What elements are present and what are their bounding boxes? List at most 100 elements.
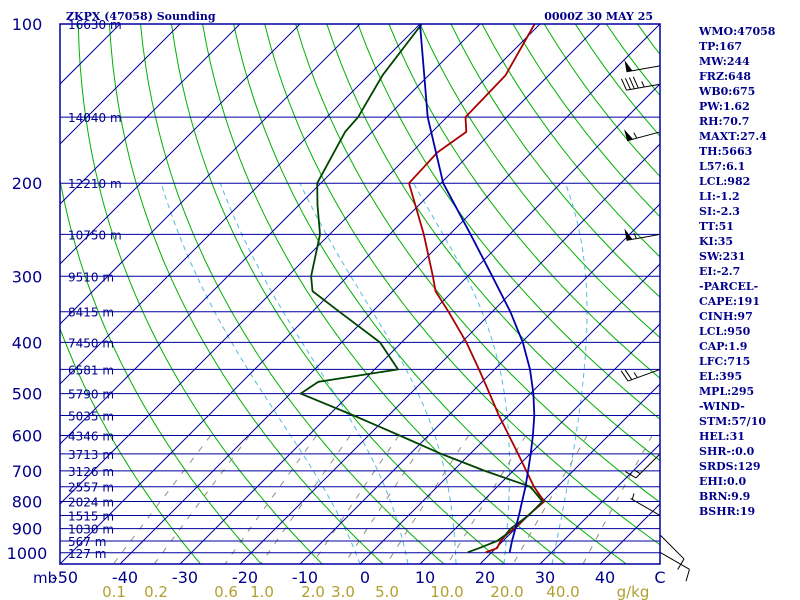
pressure-tick-label: 400 — [12, 333, 43, 352]
sounding-series — [299, 24, 546, 554]
height-label: 2024 m — [68, 496, 114, 510]
height-label: 1030 m — [68, 523, 114, 537]
temperature-tick-label: -50 — [52, 568, 78, 587]
stat-item: BRN:9.9 — [699, 490, 750, 503]
dry-adiabat — [357, 24, 660, 420]
pressure-tick-label: 200 — [12, 174, 43, 193]
height-label: 3126 m — [68, 465, 114, 479]
stat-item: PW:1.62 — [699, 100, 750, 113]
wind-barbs — [620, 59, 690, 582]
stat-item: L57:6.1 — [699, 160, 745, 173]
stat-item: LFC:715 — [699, 355, 750, 368]
height-label: 4346 m — [68, 429, 114, 443]
isotherm — [60, 24, 361, 325]
mixing-ratio-label: 0.1 — [102, 583, 126, 600]
isotherm — [479, 383, 660, 564]
wind-barb — [625, 453, 661, 479]
stat-item: MW:244 — [699, 55, 750, 68]
isotherm — [60, 24, 301, 265]
isotherm — [119, 24, 660, 564]
stat-item: FRZ:648 — [699, 70, 751, 83]
isotherm — [60, 24, 481, 445]
pressure-tick-label: 800 — [12, 493, 43, 512]
temperature-tick-label: -20 — [232, 568, 258, 587]
mixing-ratio-unit-label: g/kg — [617, 583, 650, 600]
mixing-ratio-line — [386, 435, 470, 564]
pressure-tick-label: 1000 — [7, 544, 48, 563]
dry-adiabat — [481, 24, 660, 258]
plot-border — [59, 23, 661, 565]
height-label: 14040 m — [68, 111, 122, 125]
stat-item: BSHR:19 — [699, 505, 755, 518]
mixing-ratio-label: 0.2 — [144, 583, 168, 600]
temperature-tick-label: -10 — [292, 568, 318, 587]
moist-adiabat — [551, 183, 588, 564]
isotherm — [60, 24, 181, 145]
mixing-ratio-line — [224, 435, 317, 564]
height-label: 16630 m — [68, 18, 122, 32]
height-label: 5790 m — [68, 388, 114, 402]
moist-adiabat — [299, 182, 457, 564]
mixing-ratio-label: 0.6 — [214, 583, 238, 600]
mixing-ratio-line — [343, 435, 430, 564]
stat-item: EHI:0.0 — [699, 475, 746, 488]
height-label: 6581 m — [68, 363, 114, 377]
temperature-unit-label: C — [654, 568, 665, 587]
stat-item: WB0:675 — [698, 85, 755, 98]
mixing-ratio-line — [582, 435, 653, 564]
dry-adiabat — [140, 24, 445, 564]
stat-item: TP:167 — [699, 40, 742, 53]
temperature-profile — [408, 24, 546, 554]
stat-item: STM:57/10 — [699, 415, 766, 428]
temperature-tick-label: 10 — [415, 568, 435, 587]
isotherm — [60, 24, 601, 564]
pressure-tick-label: 700 — [12, 462, 43, 481]
isotherm — [359, 263, 660, 564]
wind-barb — [620, 368, 661, 382]
dry-adiabat — [295, 24, 660, 503]
pressure-tick-label: 500 — [12, 385, 43, 404]
wind-barb — [659, 551, 690, 582]
stat-item: WMO:47058 — [698, 25, 776, 38]
mixing-ratio-line — [311, 435, 400, 564]
stat-item: KI:35 — [699, 235, 733, 248]
dry-adiabat — [419, 24, 660, 339]
stat-item: SI:-2.3 — [699, 205, 740, 218]
mixing-ratio-line — [153, 435, 250, 564]
height-label: 2557 m — [68, 481, 114, 495]
dry-adiabat — [388, 24, 660, 379]
stat-item: -WIND- — [699, 400, 745, 413]
wind-barb — [624, 228, 661, 241]
pressure-tick-label: 900 — [12, 520, 43, 539]
height-label: 5035 m — [68, 410, 114, 424]
moist-adiabat — [160, 183, 361, 564]
pressure-tick-label: 100 — [12, 15, 43, 34]
temperature-tick-label: -30 — [172, 568, 198, 587]
stat-item: RH:70.7 — [699, 115, 749, 128]
stat-item: EI:-2.7 — [699, 265, 740, 278]
isotherm — [60, 24, 241, 205]
stat-item: SW:231 — [699, 250, 746, 263]
pressure-axis-label: mb — [33, 569, 57, 587]
stat-item: CAPE:191 — [699, 295, 760, 308]
moist-adiabat — [413, 182, 511, 564]
stat-item: LI:-1.2 — [699, 190, 740, 203]
dry-adiabat — [450, 24, 660, 298]
stat-item: LCL:982 — [699, 175, 750, 188]
isotherm — [179, 83, 660, 564]
mixing-ratio-label: 40.0 — [546, 583, 579, 600]
pressure-tick-label: 600 — [12, 426, 43, 445]
temperature-tick-label: 40 — [595, 568, 615, 587]
mixing-ratio-label: 3.0 — [331, 583, 355, 600]
stat-item: CAP:1.9 — [699, 340, 747, 353]
pressure-tick-label: 300 — [12, 267, 43, 286]
temperature-tick-label: 30 — [535, 568, 555, 587]
stat-item: MPL:295 — [699, 385, 754, 398]
dry-adiabat — [264, 24, 660, 546]
height-label: 9510 m — [68, 270, 114, 284]
height-label: 567 m — [68, 535, 106, 549]
temperature-tick-label: 20 — [475, 568, 495, 587]
isotherm — [239, 143, 660, 564]
chart-title: ZKPX (47058) Sounding — [66, 10, 216, 23]
